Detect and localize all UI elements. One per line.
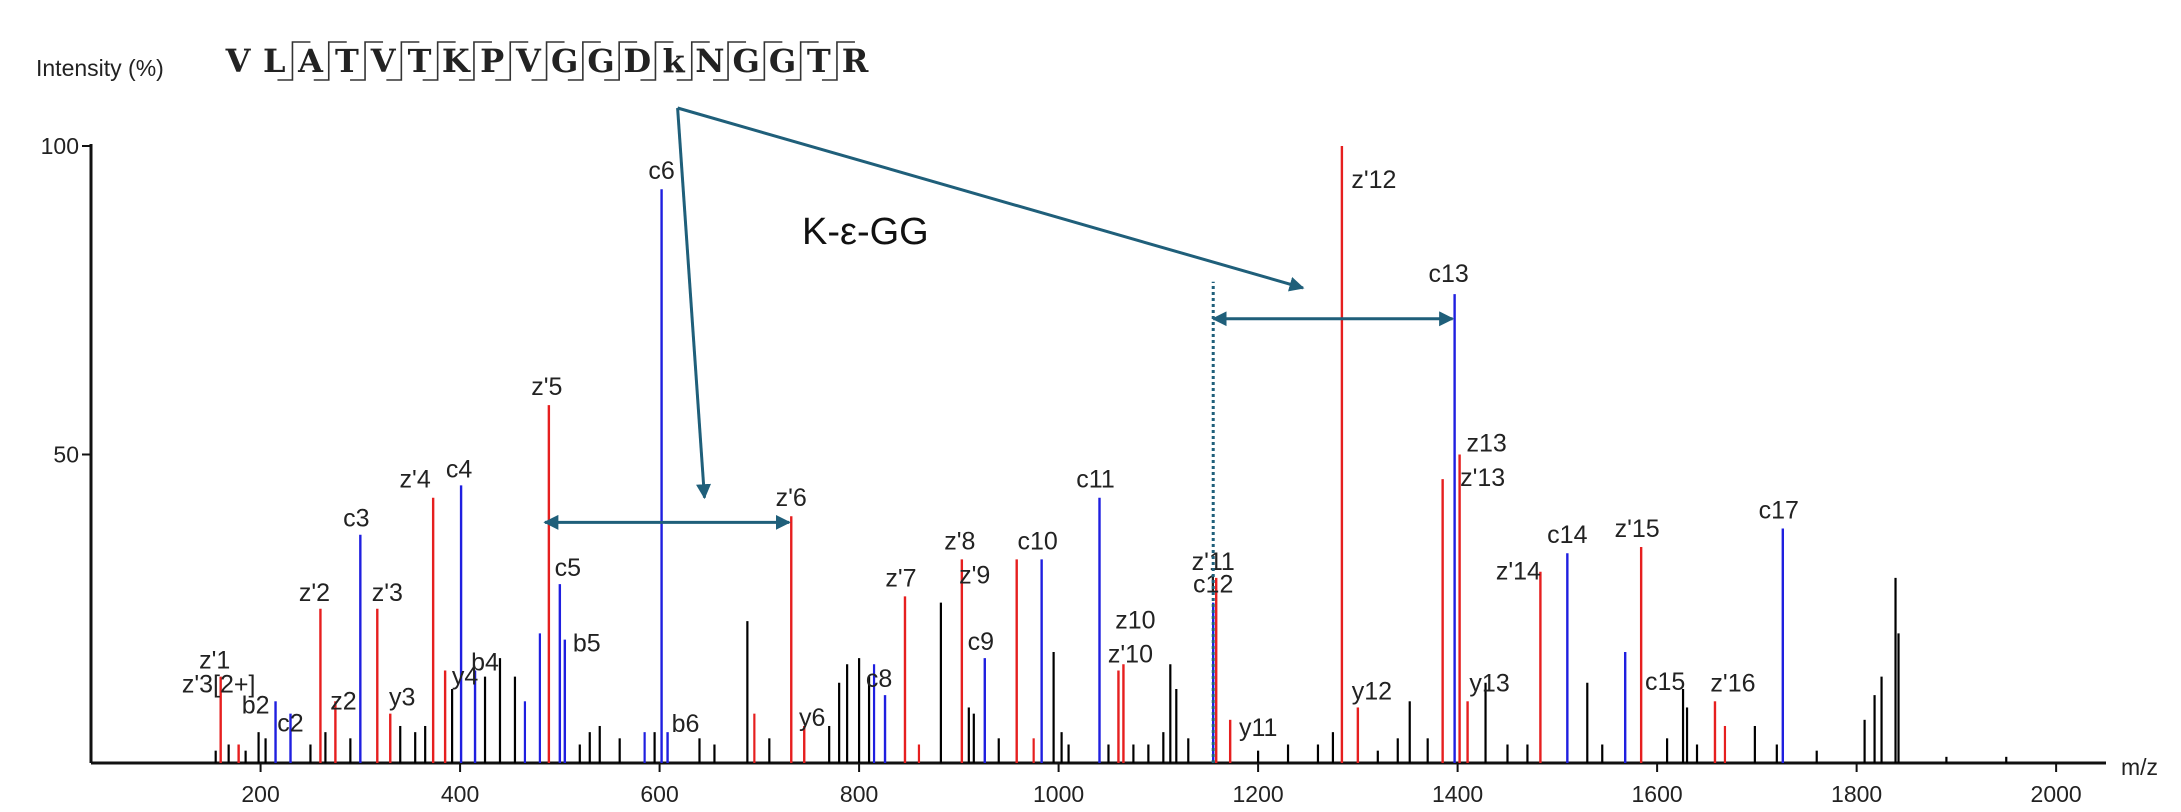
- sequence-residue: k: [663, 42, 686, 80]
- sequence-residue: V: [515, 42, 542, 80]
- ion-label-z-3: z'3: [372, 579, 403, 607]
- x-tick-label: 800: [840, 781, 878, 807]
- sequence-residue: R: [842, 42, 869, 80]
- ion-label-b6: b6: [672, 710, 700, 738]
- fragment-mark: [785, 41, 819, 81]
- fragment-mark: [821, 41, 855, 81]
- sequence-residue: G: [769, 42, 796, 80]
- ion-label-z-4: z'4: [400, 466, 431, 494]
- sequence-residue: G: [551, 42, 578, 80]
- fragment-mark: [386, 41, 420, 81]
- fragment-mark: [458, 41, 492, 81]
- ion-label-c14: c14: [1547, 521, 1587, 549]
- sequence-residue: K: [442, 42, 471, 80]
- k-e-gg-annotation: K-ε-GG: [543, 106, 1455, 763]
- ion-label-z-12: z'12: [1351, 166, 1396, 194]
- ion-label-z-14: z'14: [1496, 558, 1541, 586]
- axes: 200 400 600 800 1000 1200 1400 1600 1800 2000 50 10…: [41, 133, 2106, 807]
- x-tick-label: 1600: [1632, 781, 1683, 807]
- sequence-residue: L: [263, 42, 286, 80]
- x-tick-label: 400: [441, 781, 479, 807]
- ion-label-c4: c4: [446, 455, 473, 483]
- y-axis-label: Intensity (%): [36, 55, 164, 81]
- ion-label-y4: y4: [452, 662, 479, 690]
- ion-label-z-16: z'16: [1710, 669, 1755, 697]
- ion-label-z-9: z'9: [959, 561, 990, 589]
- x-tick-label: 600: [640, 781, 678, 807]
- ion-label-c10: c10: [1017, 527, 1057, 555]
- ion-label-c8: c8: [866, 665, 892, 693]
- ion-label-z-13: z'13: [1460, 464, 1505, 492]
- ion-label-z13: z13: [1466, 430, 1506, 458]
- sequence-residue: G: [733, 42, 760, 80]
- fragment-mark: [749, 41, 783, 81]
- ion-label-z10: z10: [1115, 606, 1155, 634]
- ion-label-y12: y12: [1352, 677, 1392, 705]
- pointer-arrow-right: [677, 106, 1305, 292]
- sequence-residue: T: [807, 42, 831, 80]
- fragment-mark: [567, 41, 601, 81]
- peaks: [214, 146, 2008, 763]
- ion-label-z-3-2--: z'3[2+]: [182, 670, 256, 698]
- x-tick-label: 200: [241, 781, 279, 807]
- x-axis-label: m/z: [2121, 754, 2158, 780]
- fragment-mark: [313, 41, 347, 81]
- sequence-residue: A: [297, 42, 324, 80]
- ion-label-z-10: z'10: [1108, 640, 1153, 668]
- ion-label-z-6: z'6: [776, 484, 807, 512]
- ion-label-c11: c11: [1076, 466, 1114, 494]
- sequence-residue: D: [623, 42, 651, 80]
- pointer-arrow-left: [676, 107, 712, 500]
- y-tick-label: 100: [41, 133, 79, 159]
- fragment-mark: [640, 41, 674, 81]
- ion-label-y3: y3: [389, 684, 415, 712]
- x-tick-label: 2000: [2031, 781, 2082, 807]
- fragment-mark: [495, 41, 529, 81]
- ion-label-z-8: z'8: [944, 527, 975, 555]
- x-tick-label: 1000: [1033, 781, 1084, 807]
- ion-label-y6: y6: [799, 704, 825, 732]
- ion-label-c3: c3: [343, 505, 369, 533]
- sequence-residue: V: [225, 42, 252, 80]
- ion-label-z2: z2: [330, 687, 356, 715]
- modification-label: K-ε-GG: [802, 211, 929, 253]
- ion-label-c15: c15: [1645, 668, 1685, 696]
- ion-label-b2: b2: [242, 691, 270, 719]
- ion-label-c5: c5: [555, 554, 581, 582]
- ion-label-y13: y13: [1469, 669, 1509, 697]
- fragment-mark: [713, 41, 747, 81]
- ion-label-z-1: z'1: [199, 647, 230, 675]
- ion-label-y11: y11: [1239, 714, 1277, 742]
- fragment-mark: [277, 41, 311, 81]
- ion-label-z-7: z'7: [885, 564, 916, 592]
- ion-label-c9: c9: [968, 628, 994, 656]
- sequence-residue: T: [335, 42, 359, 80]
- sequence-residue: N: [695, 42, 724, 80]
- sequence-residue: P: [480, 42, 504, 80]
- sequence-residue: G: [587, 42, 614, 80]
- ion-label-z-2: z'2: [299, 579, 330, 607]
- ion-label-z-5: z'5: [531, 373, 562, 401]
- y-tick-label: 50: [53, 442, 79, 468]
- ion-label-c13: c13: [1428, 260, 1468, 288]
- x-tick-label: 1200: [1233, 781, 1284, 807]
- ion-label-b5: b5: [573, 630, 601, 658]
- fragment-mark: [422, 41, 456, 81]
- sequence-residue: V: [370, 42, 397, 80]
- fragment-mark: [350, 41, 384, 81]
- fragment-mark: [676, 41, 710, 81]
- ion-label-z-15: z'15: [1615, 515, 1660, 543]
- sequence-residue: T: [408, 42, 432, 80]
- ion-label-c6: c6: [648, 157, 674, 185]
- ion-label-c17: c17: [1759, 497, 1799, 525]
- fragment-mark: [604, 41, 638, 81]
- fragment-mark: [531, 41, 565, 81]
- x-tick-label: 1800: [1831, 781, 1882, 807]
- x-tick-label: 1400: [1432, 781, 1483, 807]
- ion-label-c2: c2: [277, 710, 303, 738]
- ion-label-b4: b4: [471, 648, 499, 676]
